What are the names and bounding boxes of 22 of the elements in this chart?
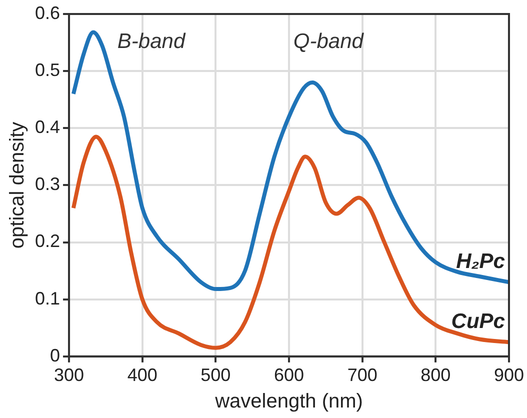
x-tick-label: 800 [420, 365, 451, 386]
x-tick-label: 400 [127, 365, 158, 386]
y-axis-title: optical density [6, 122, 29, 249]
x-tick-label: 600 [274, 365, 304, 386]
x-tick-label: 900 [494, 365, 524, 386]
x-axis-title: wavelength (nm) [214, 390, 363, 413]
annotation: B-band [117, 30, 186, 54]
y-tick-label: 0.4 [34, 117, 60, 138]
y-tick-label: 0 [50, 345, 60, 366]
y-tick-label: 0.5 [34, 60, 60, 80]
y-tick-label: 0.2 [34, 231, 60, 252]
y-tick-label: 0.1 [34, 288, 60, 308]
x-tick-label: 700 [347, 365, 378, 386]
series-label: H₂Pc [456, 250, 506, 274]
y-tick-label: 0.3 [34, 174, 60, 194]
line-series [71, 134, 509, 350]
x-tick-label: 500 [200, 365, 231, 386]
series-label: CuPc [451, 310, 506, 334]
y-tick-label: 0.6 [34, 2, 60, 23]
x-tick-label: 300 [54, 365, 84, 386]
annotation: Q-band [293, 30, 365, 54]
line-series [71, 30, 509, 292]
